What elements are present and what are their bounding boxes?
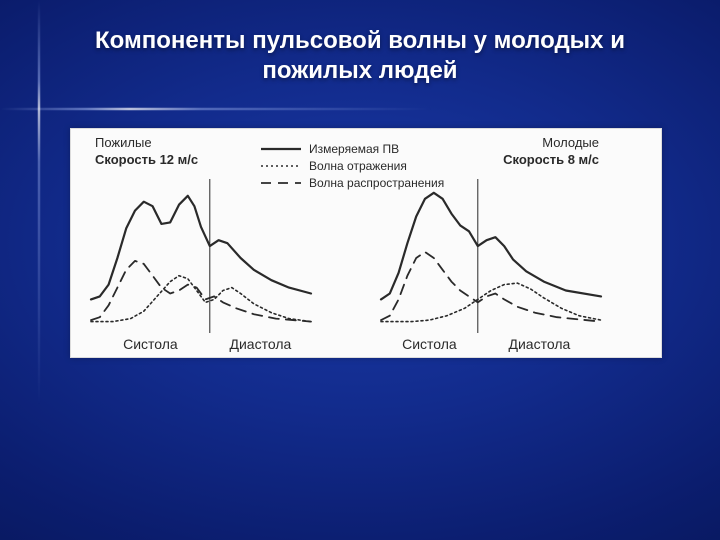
systole-label-elderly: Систола [123,336,178,352]
curve-measured-young [381,193,601,300]
slide-title: Компоненты пульсовой волны у молодых и п… [40,26,680,86]
panel-speed-label-elderly: Скорость 12 м/с [95,152,198,167]
curve-reflection-young [381,283,601,322]
curve-propagation-elderly [91,261,311,322]
legend-label-propagation: Волна распространения [309,176,444,190]
systole-label-young: Систола [402,336,457,352]
curve-propagation-young [381,252,601,322]
diastole-label-young: Диастола [509,336,571,352]
panel-speed-label-young: Скорость 8 м/с [503,152,599,167]
chart-svg: Измеряемая ПВ Волна отражения Волна распро… [71,129,661,357]
legend-label-reflection: Волна отражения [309,159,407,173]
diastole-label-elderly: Диастола [230,336,292,352]
slide: Компоненты пульсовой волны у молодых и п… [0,0,720,540]
curve-measured-elderly [91,196,311,300]
pulse-wave-figure: Измеряемая ПВ Волна отражения Волна распро… [70,128,662,358]
panel-group-label-young: Молодые [542,135,599,150]
legend-label-measured: Измеряемая ПВ [309,142,399,156]
decorative-flare-horizontal [0,108,720,110]
panel-group-label-elderly: Пожилые [95,135,152,150]
